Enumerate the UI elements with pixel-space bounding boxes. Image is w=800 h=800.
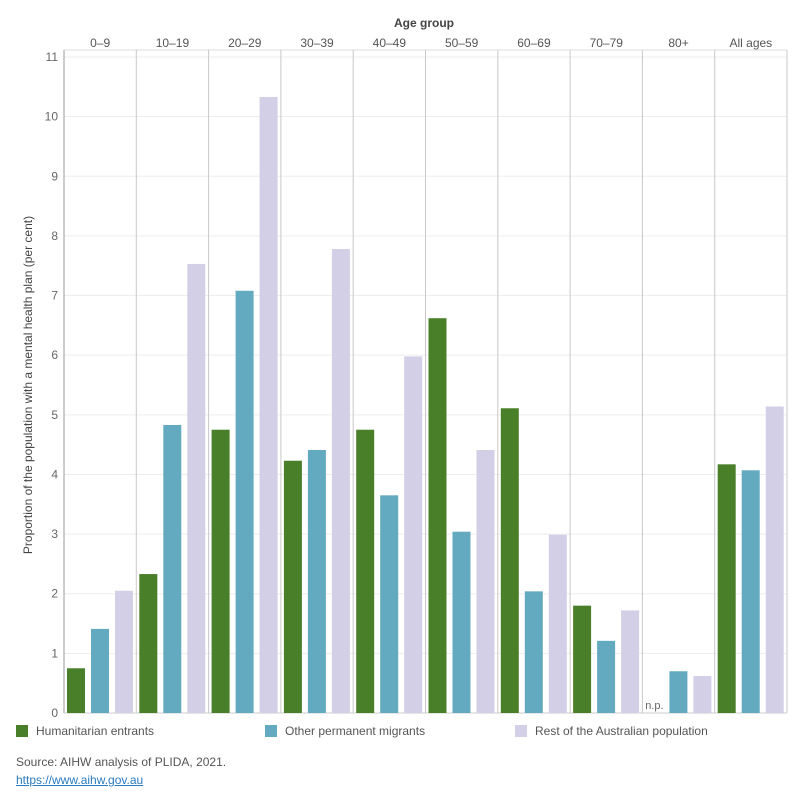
bar[interactable] [235, 290, 254, 713]
x-category-label: 50–59 [445, 36, 479, 50]
bar-missing-label: n.p. [645, 700, 663, 712]
bar[interactable] [524, 591, 543, 713]
x-category-label: All ages [729, 36, 772, 50]
legend-item-humanitarian[interactable]: Humanitarian entrants [16, 724, 154, 738]
x-category-label: 60–69 [517, 36, 551, 50]
legend-label-rest-of-population: Rest of the Australian population [535, 724, 708, 738]
y-tick-label: 6 [51, 348, 58, 362]
y-tick-label: 3 [51, 527, 58, 541]
source-link[interactable]: https://www.aihw.gov.au [16, 773, 144, 787]
x-axis-title: Age group [394, 16, 454, 30]
bar[interactable] [91, 628, 109, 713]
source-note: Source: AIHW analysis of PLIDA, 2021. [16, 755, 227, 769]
x-category-label: 70–79 [590, 36, 624, 50]
chart: Age group Proportion of the population w… [21, 16, 788, 720]
legend-label-humanitarian: Humanitarian entrants [36, 724, 155, 738]
x-category-label: 40–49 [373, 36, 407, 50]
bar[interactable] [115, 590, 133, 713]
bar[interactable] [765, 406, 784, 713]
y-tick-label: 11 [46, 50, 59, 64]
y-axis-title: Proportion of the population with a ment… [21, 216, 35, 554]
legend-item-other-migrants[interactable]: Other permanent migrants [265, 724, 425, 738]
y-tick-label: 4 [51, 467, 58, 481]
bar[interactable] [283, 460, 302, 713]
y-tick-label: 5 [51, 408, 58, 422]
bar[interactable] [331, 249, 350, 713]
bar[interactable] [573, 605, 592, 713]
bar[interactable] [452, 531, 471, 713]
legend-item-rest-of-population[interactable]: Rest of the Australian population [515, 724, 708, 738]
bar[interactable] [693, 676, 712, 713]
bar[interactable] [307, 450, 326, 713]
y-tick-label: 1 [51, 646, 58, 660]
legend-swatch-other-migrants [265, 725, 277, 737]
y-tick-label: 8 [51, 229, 58, 243]
legend: Humanitarian entrants Other permanent mi… [16, 724, 796, 742]
bar[interactable] [428, 318, 447, 713]
bar[interactable] [187, 263, 206, 713]
bar[interactable] [597, 640, 616, 713]
bar[interactable] [380, 495, 399, 713]
bar[interactable] [163, 424, 182, 713]
bar[interactable] [621, 610, 640, 713]
bar[interactable] [404, 356, 423, 713]
x-category-label: 0–9 [90, 36, 110, 50]
y-tick-label: 9 [51, 169, 58, 183]
bar[interactable] [548, 534, 567, 713]
bar[interactable] [259, 96, 278, 713]
bar[interactable] [669, 671, 688, 713]
bar[interactable] [741, 470, 760, 713]
x-category-label: 20–29 [228, 36, 262, 50]
legend-swatch-humanitarian [16, 725, 28, 737]
bar[interactable] [717, 464, 736, 713]
x-category-label: 30–39 [300, 36, 334, 50]
y-tick-label: 0 [51, 706, 58, 720]
bar[interactable] [211, 429, 230, 713]
y-tick-label: 7 [51, 289, 58, 303]
x-category-label: 80+ [668, 36, 688, 50]
y-tick-label: 2 [51, 587, 58, 601]
legend-label-other-migrants: Other permanent migrants [285, 724, 426, 738]
x-category-label: 10–19 [156, 36, 190, 50]
bar[interactable] [67, 668, 85, 713]
legend-swatch-rest-of-population [515, 725, 527, 737]
bar[interactable] [500, 408, 519, 713]
bar[interactable] [356, 429, 375, 713]
bar[interactable] [139, 574, 158, 713]
y-tick-label: 10 [45, 110, 59, 124]
bar[interactable] [476, 450, 495, 713]
